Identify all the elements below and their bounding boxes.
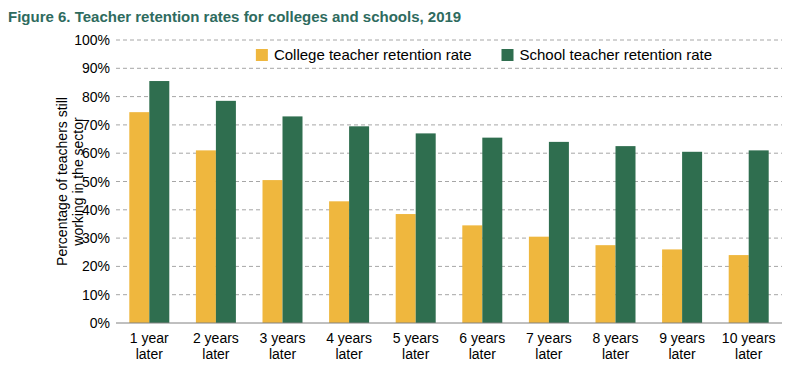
y-tick-label: 80% (82, 89, 110, 105)
x-axis (116, 323, 782, 324)
x-tick-label-line: later (402, 346, 430, 362)
legend-swatch (502, 49, 514, 61)
legend-swatch (256, 49, 268, 61)
y-tick-label: 50% (82, 174, 110, 190)
x-tick-label: 9 yearslater (659, 330, 705, 362)
bars (129, 81, 768, 323)
bar (529, 237, 549, 323)
bar (416, 133, 436, 323)
x-tick-label-line: later (469, 346, 497, 362)
x-tick-label-line: later (735, 346, 763, 362)
x-tick-label-line: 6 years (459, 330, 505, 346)
x-tick-label-line: 2 years (193, 330, 239, 346)
legend-label: College teacher retention rate (274, 46, 472, 63)
grid-line (116, 96, 782, 97)
x-tick-label-line: 9 years (659, 330, 705, 346)
x-tick-label-line: later (535, 346, 563, 362)
bar (749, 150, 769, 323)
bar (196, 150, 216, 323)
legend-bg (250, 43, 718, 65)
y-axis-label-line: Percentage of teachers still (54, 97, 70, 266)
y-tick-label: 10% (82, 287, 110, 303)
y-tick-label: 60% (82, 145, 110, 161)
x-tick-label-line: 5 years (393, 330, 439, 346)
x-tick-label-line: 1 year (130, 330, 169, 346)
bar (616, 146, 636, 323)
bar (216, 101, 236, 323)
x-tick-label-line: later (668, 346, 696, 362)
bar (482, 138, 502, 323)
y-tick-label: 100% (74, 32, 110, 48)
x-tick-label-line: 4 years (326, 330, 372, 346)
bar (149, 81, 169, 323)
x-tick-label-line: 8 years (593, 330, 639, 346)
bar (283, 116, 303, 323)
x-tick-label-line: later (136, 346, 164, 362)
x-tick-label: 10 yearslater (722, 330, 776, 362)
x-tick-label-line: 7 years (526, 330, 572, 346)
y-tick-label: 20% (82, 258, 110, 274)
y-tick-label: 70% (82, 117, 110, 133)
x-tick-label: 8 yearslater (593, 330, 639, 362)
bar (462, 225, 482, 323)
x-tick-label-line: later (269, 346, 297, 362)
x-tick-label: 4 yearslater (326, 330, 372, 362)
title: Figure 6. Teacher retention rates for co… (8, 8, 461, 25)
bar (729, 255, 749, 323)
x-tick-label: 7 yearslater (526, 330, 572, 362)
x-tick-label: 1 yearlater (130, 330, 169, 362)
x-tick-label-line: later (335, 346, 363, 362)
y-tick-label: 90% (82, 60, 110, 76)
bar (662, 249, 682, 323)
bar (682, 152, 702, 323)
bar (396, 214, 416, 323)
y-axis-label: Percentage of teachers stillworking in t… (54, 97, 86, 266)
y-axis-label-line: working in the sector (70, 117, 86, 247)
bar (596, 245, 616, 323)
x-tick-label-line: later (602, 346, 630, 362)
grid-line (116, 40, 782, 41)
bar (329, 201, 349, 323)
x-tick-label-line: later (202, 346, 230, 362)
bar (349, 126, 369, 323)
chart: Figure 6. Teacher retention rates for co… (0, 0, 800, 388)
y-tick-label: 30% (82, 230, 110, 246)
grid-line (116, 68, 782, 69)
x-tick-label: 2 yearslater (193, 330, 239, 362)
bar (129, 112, 149, 323)
bar (263, 180, 283, 323)
legend-label: School teacher retention rate (520, 46, 713, 63)
y-tick-label: 0% (90, 315, 110, 331)
bar (549, 142, 569, 323)
x-tick-label-line: 3 years (260, 330, 306, 346)
legend: College teacher retention rate School tea… (250, 43, 718, 65)
x-tick-label: 6 yearslater (459, 330, 505, 362)
y-tick-label: 40% (82, 202, 110, 218)
x-tick-label: 3 yearslater (260, 330, 306, 362)
x-tick-label: 5 yearslater (393, 330, 439, 362)
x-tick-label-line: 10 years (722, 330, 776, 346)
